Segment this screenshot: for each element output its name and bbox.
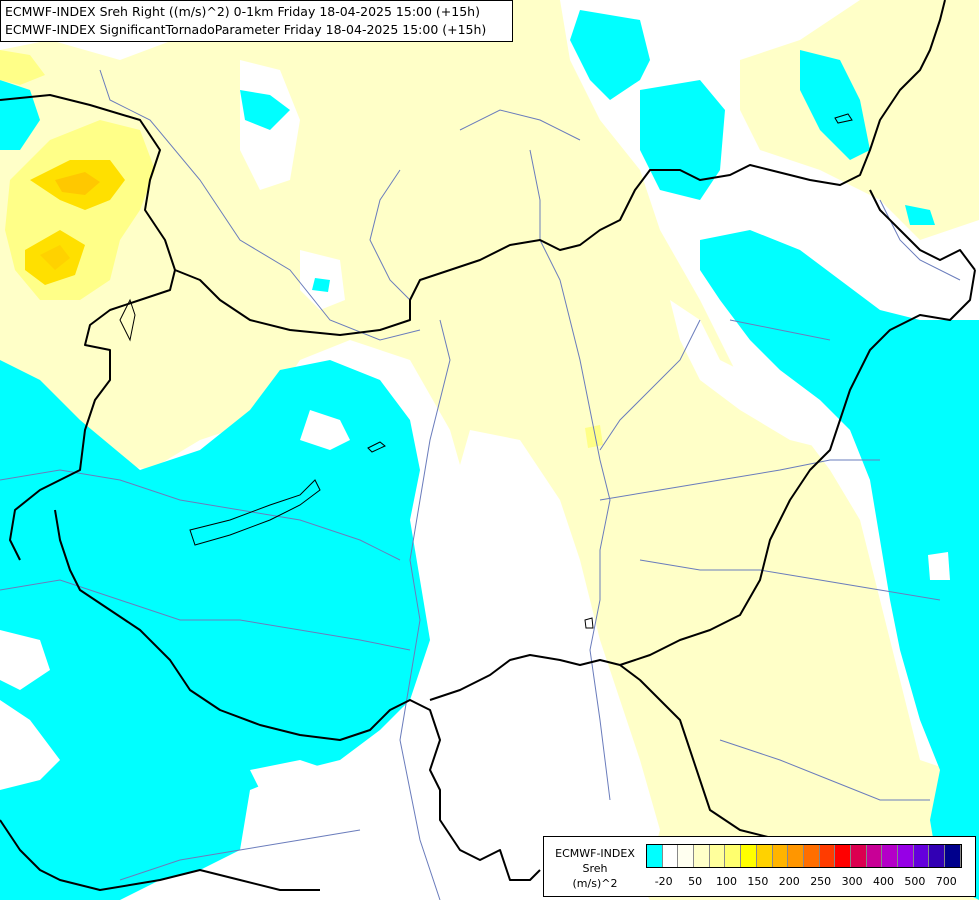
cyan-fields — [0, 10, 979, 900]
yellow-maxima — [0, 50, 603, 448]
legend-swatch — [662, 845, 679, 867]
legend-swatch — [882, 845, 898, 867]
legend-labels: -20 50 100 150 200 250 300 400 500 700 — [646, 875, 968, 889]
legend-label: 50 — [688, 875, 703, 888]
legend-swatch — [678, 845, 695, 867]
legend-swatch — [694, 845, 710, 867]
legend-swatch — [788, 845, 804, 867]
legend-swatch — [945, 845, 961, 867]
legend-swatch — [709, 845, 726, 867]
legend-label: -20 — [654, 875, 673, 888]
title-line-sreh: ECMWF-INDEX Sreh Right ((m/s)^2) 0-1km F… — [5, 4, 480, 19]
legend-swatch — [647, 845, 663, 867]
title-line-stp: ECMWF-INDEX SignificantTornadoParameter … — [5, 22, 487, 37]
legend-swatch — [803, 845, 820, 867]
rivers — [0, 69, 961, 900]
legend-swatch — [819, 845, 836, 867]
legend-swatch — [741, 845, 757, 867]
legend-label: 400 — [873, 875, 894, 888]
white-areas — [240, 60, 840, 900]
legend-swatch — [866, 845, 883, 867]
legend-label: 700 — [935, 875, 957, 888]
legend-label: 100 — [716, 875, 737, 888]
legend-label: 250 — [810, 875, 832, 888]
lakes — [119, 113, 853, 629]
legend-title-line2: Sreh — [582, 862, 608, 875]
legend-swatch — [756, 845, 773, 867]
legend-label: 300 — [841, 875, 863, 888]
legend-unit: (m/s)^2 — [572, 877, 618, 890]
legend-label: 500 — [904, 875, 926, 888]
legend-label: 200 — [778, 875, 800, 888]
legend-swatch — [913, 845, 930, 867]
legend-swatch — [850, 845, 867, 867]
legend-swatch — [898, 845, 914, 867]
legend-swatches — [646, 844, 962, 868]
legend-label: 150 — [747, 875, 769, 888]
map-title-box: ECMWF-INDEX Sreh Right ((m/s)^2) 0-1km F… — [0, 0, 513, 42]
legend-swatch — [835, 845, 851, 867]
legend-swatch — [725, 845, 742, 867]
legend-title-line1: ECMWF-INDEX — [555, 847, 635, 860]
legend-title: ECMWF-INDEX Sreh (m/s)^2 — [550, 846, 640, 891]
legend-swatch — [929, 845, 946, 867]
color-legend: ECMWF-INDEX Sreh (m/s)^2 -20 50 100 150 200 2… — [543, 836, 976, 897]
legend-swatch — [772, 845, 789, 867]
